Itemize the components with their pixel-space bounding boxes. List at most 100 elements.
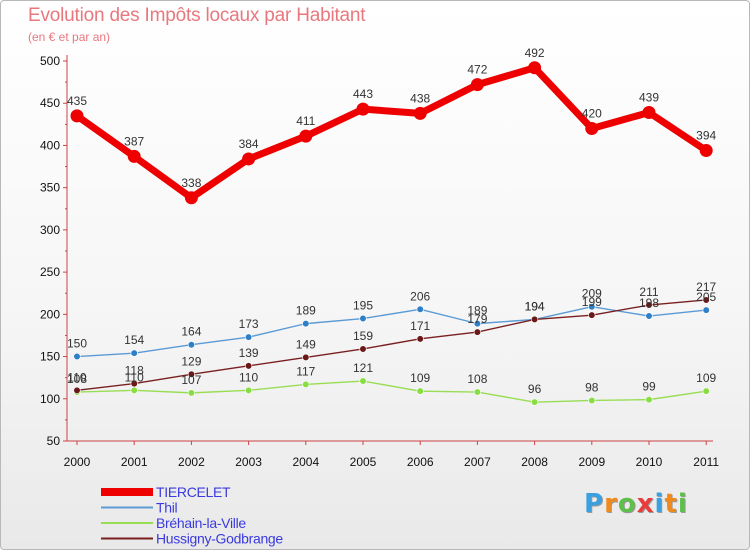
logo-letter: i [654, 489, 665, 519]
data-point [416, 335, 424, 343]
y-tick-label: 500 [40, 54, 60, 68]
x-tick-label: 2000 [64, 455, 91, 469]
data-label: 411 [296, 114, 315, 128]
data-point [245, 362, 253, 370]
data-label: 117 [296, 364, 315, 378]
x-tick-label: 2011 [693, 455, 719, 469]
y-tick-label: 400 [40, 138, 60, 152]
data-point [528, 61, 542, 75]
logo-letter: x [636, 489, 655, 519]
series-thil [73, 303, 710, 361]
series-line [76, 306, 707, 358]
x-tick-label: 2004 [292, 455, 319, 469]
data-label: 118 [125, 364, 144, 378]
data-point [130, 379, 138, 388]
data-label: 438 [410, 91, 430, 105]
data-point [245, 386, 253, 394]
data-label: 108 [467, 372, 487, 386]
legend-label: Bréhain-la-Ville [156, 515, 246, 531]
y-tick-label: 250 [40, 265, 60, 279]
data-point [588, 311, 596, 319]
data-point [70, 109, 84, 123]
data-point [73, 386, 81, 394]
data-label: 435 [67, 94, 87, 108]
data-label: 107 [181, 373, 201, 387]
y-tick-label: 200 [40, 307, 60, 321]
data-point [413, 106, 427, 120]
logo-letter: P [584, 489, 605, 519]
data-point [302, 353, 310, 362]
series-line [76, 380, 707, 403]
data-point [242, 152, 256, 166]
x-tick-label: 2010 [636, 455, 663, 469]
x-tick-label: 2006 [407, 455, 434, 469]
data-label: 211 [639, 285, 658, 299]
data-point [299, 129, 313, 143]
data-label: 129 [181, 354, 201, 368]
data-point [359, 377, 367, 385]
series-tiercelet [70, 61, 713, 205]
data-label: 206 [410, 289, 430, 303]
legend-label: Hussigny-Godbrange [156, 531, 283, 547]
data-label: 179 [467, 312, 487, 326]
data-point [645, 301, 653, 309]
data-label: 173 [239, 317, 259, 331]
logo-letter: t [664, 489, 678, 519]
data-point [702, 296, 710, 304]
data-label: 439 [639, 91, 659, 105]
data-label: 394 [696, 129, 716, 143]
legend-item: TIERCELET [101, 484, 231, 500]
data-label: 189 [296, 304, 316, 318]
x-tick-label: 2005 [350, 455, 377, 469]
data-label: 121 [353, 361, 373, 375]
data-point [130, 349, 138, 357]
data-labels-thil: 150 154 164 173 189 195 206 189 194 209 198 205 [67, 287, 717, 351]
data-label: 109 [696, 371, 716, 385]
data-point [530, 315, 539, 324]
data-label: 96 [528, 382, 542, 396]
y-tick-label: 100 [40, 392, 60, 406]
logo-letter: r [604, 489, 618, 519]
data-point [127, 149, 141, 163]
data-point [359, 314, 367, 323]
legend: TIERCELETThilBréhain-la-VilleHussigny-Go… [101, 484, 284, 547]
data-labels-tiercelet: 435 387 338 384 411 443 438 472 492 420 439 394 [67, 46, 717, 190]
data-label: 472 [467, 63, 487, 77]
data-point [359, 345, 367, 353]
data-label: 338 [181, 176, 201, 190]
data-point [588, 396, 596, 405]
proxiti-logo: Proxiti [584, 489, 688, 519]
data-label: 98 [585, 380, 599, 394]
data-label: 420 [582, 107, 602, 121]
x-tick-label: 2003 [235, 455, 262, 469]
data-point [473, 328, 482, 336]
data-label: 110 [239, 370, 258, 384]
data-point [302, 380, 310, 389]
data-label: 209 [582, 287, 602, 301]
data-label: 194 [525, 299, 545, 313]
y-tick-label: 350 [40, 181, 60, 195]
series-line [73, 64, 710, 202]
data-point [702, 306, 710, 314]
data-point [187, 389, 195, 397]
data-label: 139 [239, 346, 259, 360]
data-point [473, 320, 482, 328]
data-point [73, 352, 81, 361]
data-point [184, 191, 198, 205]
data-label: 108 [67, 372, 87, 386]
data-point [699, 144, 713, 158]
logo-letter: i [677, 489, 688, 519]
chart-title: Evolution des Impôts locaux par Habitant [28, 5, 366, 26]
y-tick-label: 50 [47, 434, 61, 448]
data-label: 149 [296, 337, 316, 351]
data-point [187, 341, 195, 349]
data-label: 199 [582, 295, 602, 309]
series-hussigny-godbrange [73, 296, 710, 394]
logo-letter: o [617, 489, 637, 519]
data-label: 492 [525, 46, 545, 60]
data-label: 198 [639, 296, 659, 310]
data-label: 195 [353, 299, 373, 313]
